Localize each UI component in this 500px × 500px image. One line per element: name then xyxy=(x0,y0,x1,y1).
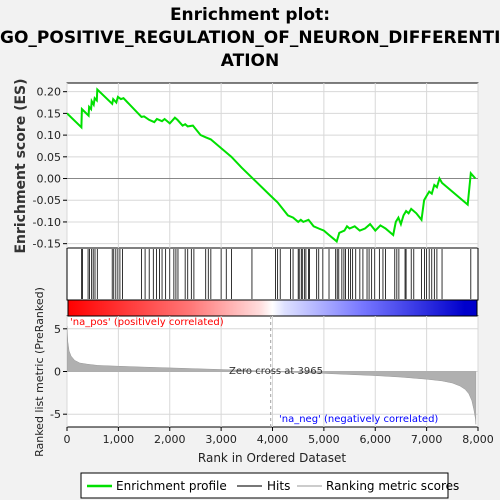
x-axis-label: Rank in Ordered Dataset xyxy=(198,451,346,465)
hits-panel xyxy=(66,247,479,301)
ranking-metric-area xyxy=(67,326,477,425)
x-tick-label: 7,000 xyxy=(411,433,443,446)
rank-y-tick-label: -5 xyxy=(50,408,61,421)
legend-box xyxy=(80,472,449,499)
legend-hits-label: Hits xyxy=(267,479,290,493)
chart-title: Enrichment plot: GO_POSITIVE_REGULATION_… xyxy=(0,4,500,73)
legend-enrichment-label: Enrichment profile xyxy=(116,479,227,493)
x-tick-label: 4,000 xyxy=(257,433,289,446)
title-line-3: ATION xyxy=(220,51,280,71)
legend: Enrichment profile Hits Ranking metric s… xyxy=(80,472,459,499)
es-y-tick-label: -0.10 xyxy=(33,216,61,229)
title-line-2: GO_POSITIVE_REGULATION_OF_NEURON_DIFFERE… xyxy=(0,28,500,48)
x-tick-label: 8,000 xyxy=(462,433,494,446)
rank-y-tick-label: 0 xyxy=(54,366,61,379)
x-tick-label: 1,000 xyxy=(103,433,135,446)
rank-y-tick-label: 5 xyxy=(54,323,61,336)
es-y-tick-label: 0.10 xyxy=(37,129,62,142)
x-tick-label: 2,000 xyxy=(154,433,186,446)
es-y-tick-label: -0.15 xyxy=(33,238,61,251)
zero-cross-label: Zero cross at 3965 xyxy=(229,366,323,377)
pos-correlated-label: 'na_pos' (positively correlated) xyxy=(70,317,224,328)
neg-correlated-label: 'na_neg' (negatively correlated) xyxy=(279,414,438,425)
es-axis-label: Enrichment score (ES) xyxy=(13,78,29,253)
legend-ranking-label: Ranking metric scores xyxy=(326,479,459,493)
es-y-tick-label: 0.00 xyxy=(37,173,62,186)
x-tick-label: 5,000 xyxy=(308,433,340,446)
title-line-1: Enrichment plot: xyxy=(169,5,331,25)
es-y-tick-label: 0.15 xyxy=(37,107,62,120)
x-tick-label: 6,000 xyxy=(360,433,392,446)
enrichment-profile-line xyxy=(67,87,477,244)
x-tick-label: 0 xyxy=(64,433,71,446)
x-tick-label: 3,000 xyxy=(205,433,237,446)
es-y-tick-label: -0.05 xyxy=(33,194,61,207)
ranked-axis-label: Ranked list metric (PreRanked) xyxy=(33,287,46,457)
es-y-tick-label: 0.20 xyxy=(37,86,62,99)
rank-color-bar xyxy=(67,299,478,317)
es-y-tick-label: 0.05 xyxy=(37,151,62,164)
